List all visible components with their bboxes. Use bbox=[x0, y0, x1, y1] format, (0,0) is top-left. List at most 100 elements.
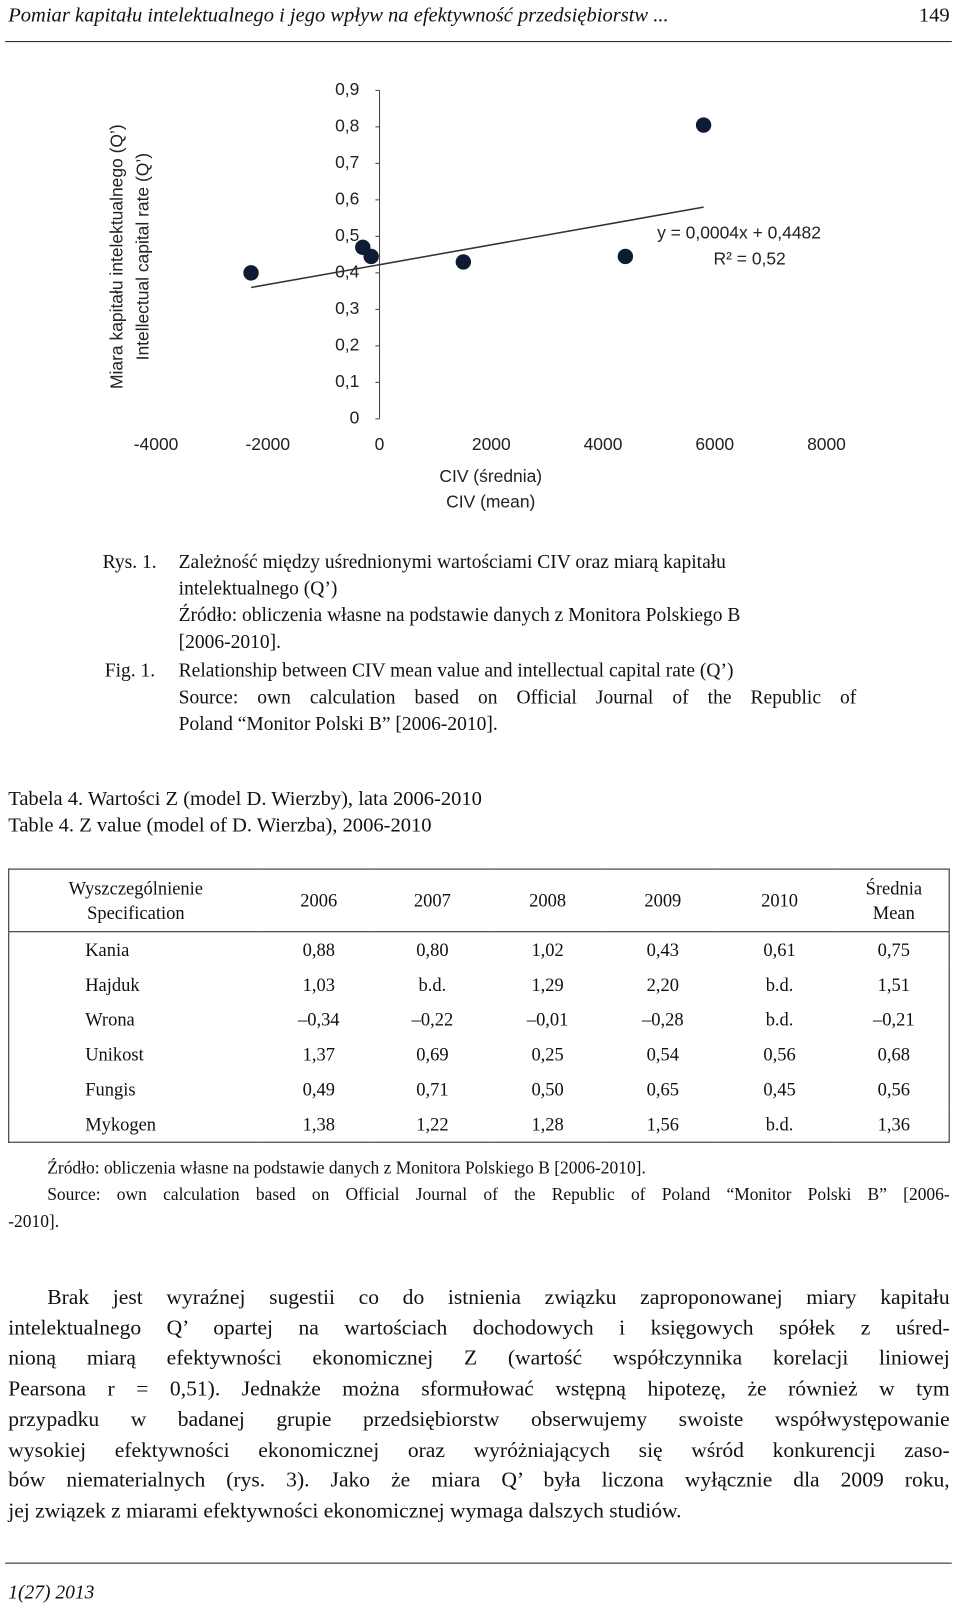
header-cell: 2010 bbox=[720, 869, 839, 933]
r-squared-label: R² = 0,52 bbox=[714, 248, 786, 268]
row-label: Hajduk bbox=[85, 973, 140, 995]
header-text: 2008 bbox=[529, 890, 567, 911]
y-tick-label: 0,1 bbox=[335, 371, 359, 391]
y-tick-label: 0,5 bbox=[335, 225, 359, 245]
header-text: Specification bbox=[87, 902, 185, 924]
value-cell: 0,49 bbox=[302, 1078, 335, 1100]
x-tick-label: 2000 bbox=[472, 434, 511, 454]
header-text: Mean bbox=[872, 902, 915, 924]
value-cell: 0,69 bbox=[416, 1043, 449, 1065]
header-cell: 2009 bbox=[605, 869, 721, 933]
equation-label: y = 0,0004x + 0,4482 bbox=[657, 223, 821, 243]
page-number: 149 bbox=[918, 4, 950, 27]
x-tick-label: 6000 bbox=[695, 434, 734, 454]
value-cell: b.d. bbox=[765, 1113, 794, 1134]
header-cell: Średnia Mean bbox=[838, 869, 950, 933]
value-cell: –0,34 bbox=[297, 1008, 340, 1030]
value-cell: 0,65 bbox=[646, 1078, 679, 1100]
y-tick-label: 0,8 bbox=[335, 115, 359, 135]
caption-label: Fig. 1. bbox=[104, 660, 156, 682]
header-text: Wyszczególnienie bbox=[68, 877, 204, 899]
table-caption: Tabela 4. Wartości Z (model D. Wierzby),… bbox=[8, 787, 482, 811]
y-tick-label: 0,4 bbox=[335, 261, 360, 281]
header-rule bbox=[5, 41, 952, 43]
row-label: Wrona bbox=[85, 1008, 135, 1030]
table-row: Kania 0,88 0,80 1,02 0,43 0,61 0,75 bbox=[9, 932, 949, 967]
header-text: 2009 bbox=[644, 890, 682, 911]
table-row: Fungis 0,49 0,71 0,50 0,65 0,45 0,56 bbox=[9, 1072, 949, 1107]
value-cell: b.d. bbox=[418, 973, 447, 995]
value-cell: 0,56 bbox=[763, 1043, 796, 1065]
header-text: Średnia bbox=[865, 877, 923, 899]
x-tick-label: -2000 bbox=[245, 434, 290, 454]
row-label: Mykogen bbox=[85, 1113, 157, 1134]
footer-rule bbox=[5, 1562, 952, 1564]
y-axis-title: Miara kapitału intelektualnego (Q’) bbox=[107, 124, 127, 389]
value-cell: –0,21 bbox=[873, 1008, 915, 1030]
data-point bbox=[363, 248, 379, 265]
header-cell: 2006 bbox=[262, 869, 376, 933]
table-body: Kania 0,88 0,80 1,02 0,43 0,61 0,75 Hajduk 1,03 b… bbox=[9, 932, 949, 1142]
y-tick-label: 0,9 bbox=[335, 79, 359, 99]
y-tick-label: 0 bbox=[350, 408, 360, 428]
caption-line: Źródło: obliczenia własne na podstawie d… bbox=[178, 604, 741, 627]
x-tick-label: 0 bbox=[375, 434, 385, 454]
x-tick-label: 8000 bbox=[807, 434, 846, 454]
value-cell: 1,28 bbox=[531, 1113, 564, 1134]
trendline bbox=[250, 206, 704, 289]
value-cell: 0,71 bbox=[416, 1078, 449, 1100]
table-source: -2010]. bbox=[8, 1211, 60, 1232]
data-point bbox=[243, 265, 259, 281]
y-axis-title: Intellectual capital rate (Q’) bbox=[132, 153, 152, 360]
row-label: Fungis bbox=[85, 1078, 136, 1100]
chart: 0 0,1 0,2 0,3 0,4 0,5 0,6 0,7 0,8 0,9 -4000 -2000 0 2… bbox=[107, 79, 847, 512]
header-cell: Wyszczególnienie Specification bbox=[8, 869, 263, 933]
value-cell: –0,01 bbox=[526, 1008, 569, 1030]
header-text: 2010 bbox=[761, 890, 799, 911]
value-cell: 0,25 bbox=[531, 1043, 564, 1065]
y-tick-label: 0,2 bbox=[335, 334, 359, 354]
paragraph-line: bów niematerialnych (rys. 3). Jako że mi… bbox=[8, 1467, 950, 1492]
value-cell: 1,29 bbox=[531, 973, 564, 995]
header-cell: 2007 bbox=[375, 869, 490, 933]
value-cell: 0,75 bbox=[877, 938, 910, 960]
table-row: Wrona –0,34 –0,22 –0,01 –0,28 b.d. –0,21 bbox=[9, 1002, 949, 1037]
y-tick-label: 0,7 bbox=[335, 152, 359, 172]
x-axis-title: CIV (średnia) bbox=[439, 466, 542, 486]
table-row: Unikost 1,37 0,69 0,25 0,54 0,56 0,68 bbox=[9, 1037, 949, 1072]
x-tick-label: 4000 bbox=[584, 434, 623, 454]
value-cell: 0,68 bbox=[877, 1043, 910, 1065]
value-cell: –0,28 bbox=[642, 1008, 684, 1030]
y-tick-label: 0,3 bbox=[335, 298, 359, 318]
value-cell: 1,51 bbox=[877, 973, 910, 995]
x-tick-label: -4000 bbox=[134, 434, 179, 454]
row-label: Unikost bbox=[85, 1043, 144, 1065]
paragraph-line: Brak jest wyraźnej sugestii co do istnie… bbox=[47, 1284, 950, 1310]
data-point bbox=[617, 248, 634, 265]
caption-line: intelektualnego (Q’) bbox=[178, 578, 338, 600]
value-cell: 1,22 bbox=[416, 1113, 449, 1134]
data-point bbox=[695, 117, 712, 133]
value-cell: 0,43 bbox=[646, 938, 679, 960]
value-cell: 1,37 bbox=[302, 1043, 335, 1065]
value-cell: b.d. bbox=[765, 1008, 794, 1030]
caption-label: Rys. 1. bbox=[102, 551, 157, 573]
value-cell: 1,38 bbox=[302, 1113, 335, 1134]
caption-line: Source: own calculation based on Officia… bbox=[178, 686, 857, 709]
header-text: 2007 bbox=[413, 890, 451, 911]
table-head: Wyszczególnienie Specification 2006 2007 200… bbox=[8, 869, 950, 933]
header-row: Wyszczególnienie Specification 2006 2007 200… bbox=[8, 869, 950, 933]
value-cell: b.d. bbox=[765, 973, 794, 995]
value-cell: 1,56 bbox=[646, 1113, 679, 1134]
value-cell: 0,56 bbox=[877, 1078, 910, 1100]
value-cell: –0,22 bbox=[411, 1008, 454, 1030]
table-row: Hajduk 1,03 b.d. 1,29 2,20 b.d. 1,51 bbox=[9, 967, 949, 1002]
paragraph-line: nioną miarą efektywności ekonomicznej Z … bbox=[8, 1345, 950, 1371]
footer-text: 1(27) 2013 bbox=[8, 1582, 95, 1604]
caption-line: [2006-2010]. bbox=[178, 631, 282, 653]
header-title: Pomiar kapitału intelektualnego i jego w… bbox=[8, 4, 669, 27]
table-row: Mykogen 1,38 1,22 1,28 1,56 b.d. 1,36 bbox=[9, 1107, 949, 1142]
value-cell: 0,61 bbox=[763, 938, 796, 960]
value-cell: 0,54 bbox=[646, 1043, 679, 1065]
value-cell: 1,03 bbox=[302, 973, 335, 995]
